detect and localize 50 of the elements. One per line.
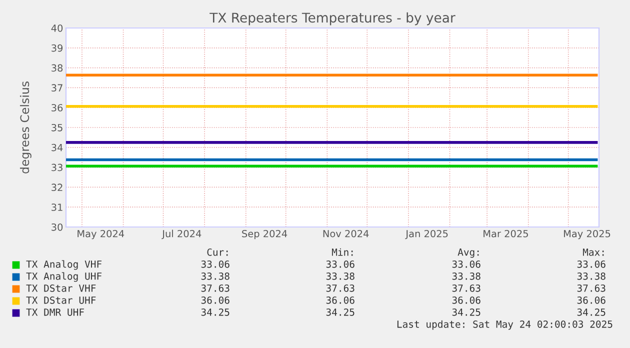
text: 37.63 [201,284,230,292]
x-tick-label: Nov 2024 [323,230,369,238]
x-tick-label: Jul 2024 [162,230,202,240]
legend-label: TX DStar VHF [26,284,96,292]
y-tick-label: 33 [52,164,62,172]
text: Last update: Sat May 24 02:00:03 2025 [397,320,612,330]
x-tick-label: Mar 2025 [484,230,528,238]
x-tick-label: May 2024 [78,230,124,240]
y-tick-label: 40 [51,24,63,32]
text: 37.63 [326,284,354,292]
text: 36.06 [201,296,230,304]
x-tick-label: Sep 2024 [242,230,288,240]
text: 34.25 [452,308,480,316]
text: 34.25 [201,308,230,316]
text: 33.38 [452,272,480,280]
text: 33.38 [577,272,606,280]
legend-label: TX DStar UHF [26,296,96,304]
y-axis-title: degrees Celsius [20,82,32,174]
text: Min: [332,248,353,256]
text: 33.06 [326,260,354,268]
legend-label: TX Analog VHF [26,260,102,270]
chart-title: TX Repeaters Temperatures - by year [210,12,456,26]
x-tick-label: May 2025 [564,230,610,240]
text: Max: [582,248,604,256]
text: 37.63 [577,284,606,292]
y-tick-label: 31 [52,204,62,211]
text: 33.06 [201,260,230,268]
text: 36.06 [326,296,354,304]
y-tick-label: 34 [52,144,63,152]
text: 36.06 [452,296,480,304]
text: 33.38 [326,272,354,280]
text: Avg: [458,248,479,258]
y-tick-label: 38 [52,64,63,72]
y-tick-label: 35 [52,124,62,132]
y-tick-label: 37 [52,84,62,92]
legend-label: TX Analog UHF [26,272,102,282]
text: 33.06 [452,260,480,268]
text: 37.63 [452,284,480,292]
text: Cur: [207,248,228,256]
text: 36.06 [577,296,606,304]
text: 33.06 [577,260,606,268]
x-tick-label: Jan 2025 [405,230,448,240]
y-tick-label: 32 [52,184,62,192]
y-tick-label: 36 [52,104,63,112]
y-tick-label: 39 [52,44,63,52]
text: 33.38 [201,272,230,280]
y-tick-label: 30 [52,223,63,231]
text: 34.25 [326,308,354,316]
legend-label: TX DMR UHF [26,308,84,316]
text: 34.25 [577,308,606,316]
